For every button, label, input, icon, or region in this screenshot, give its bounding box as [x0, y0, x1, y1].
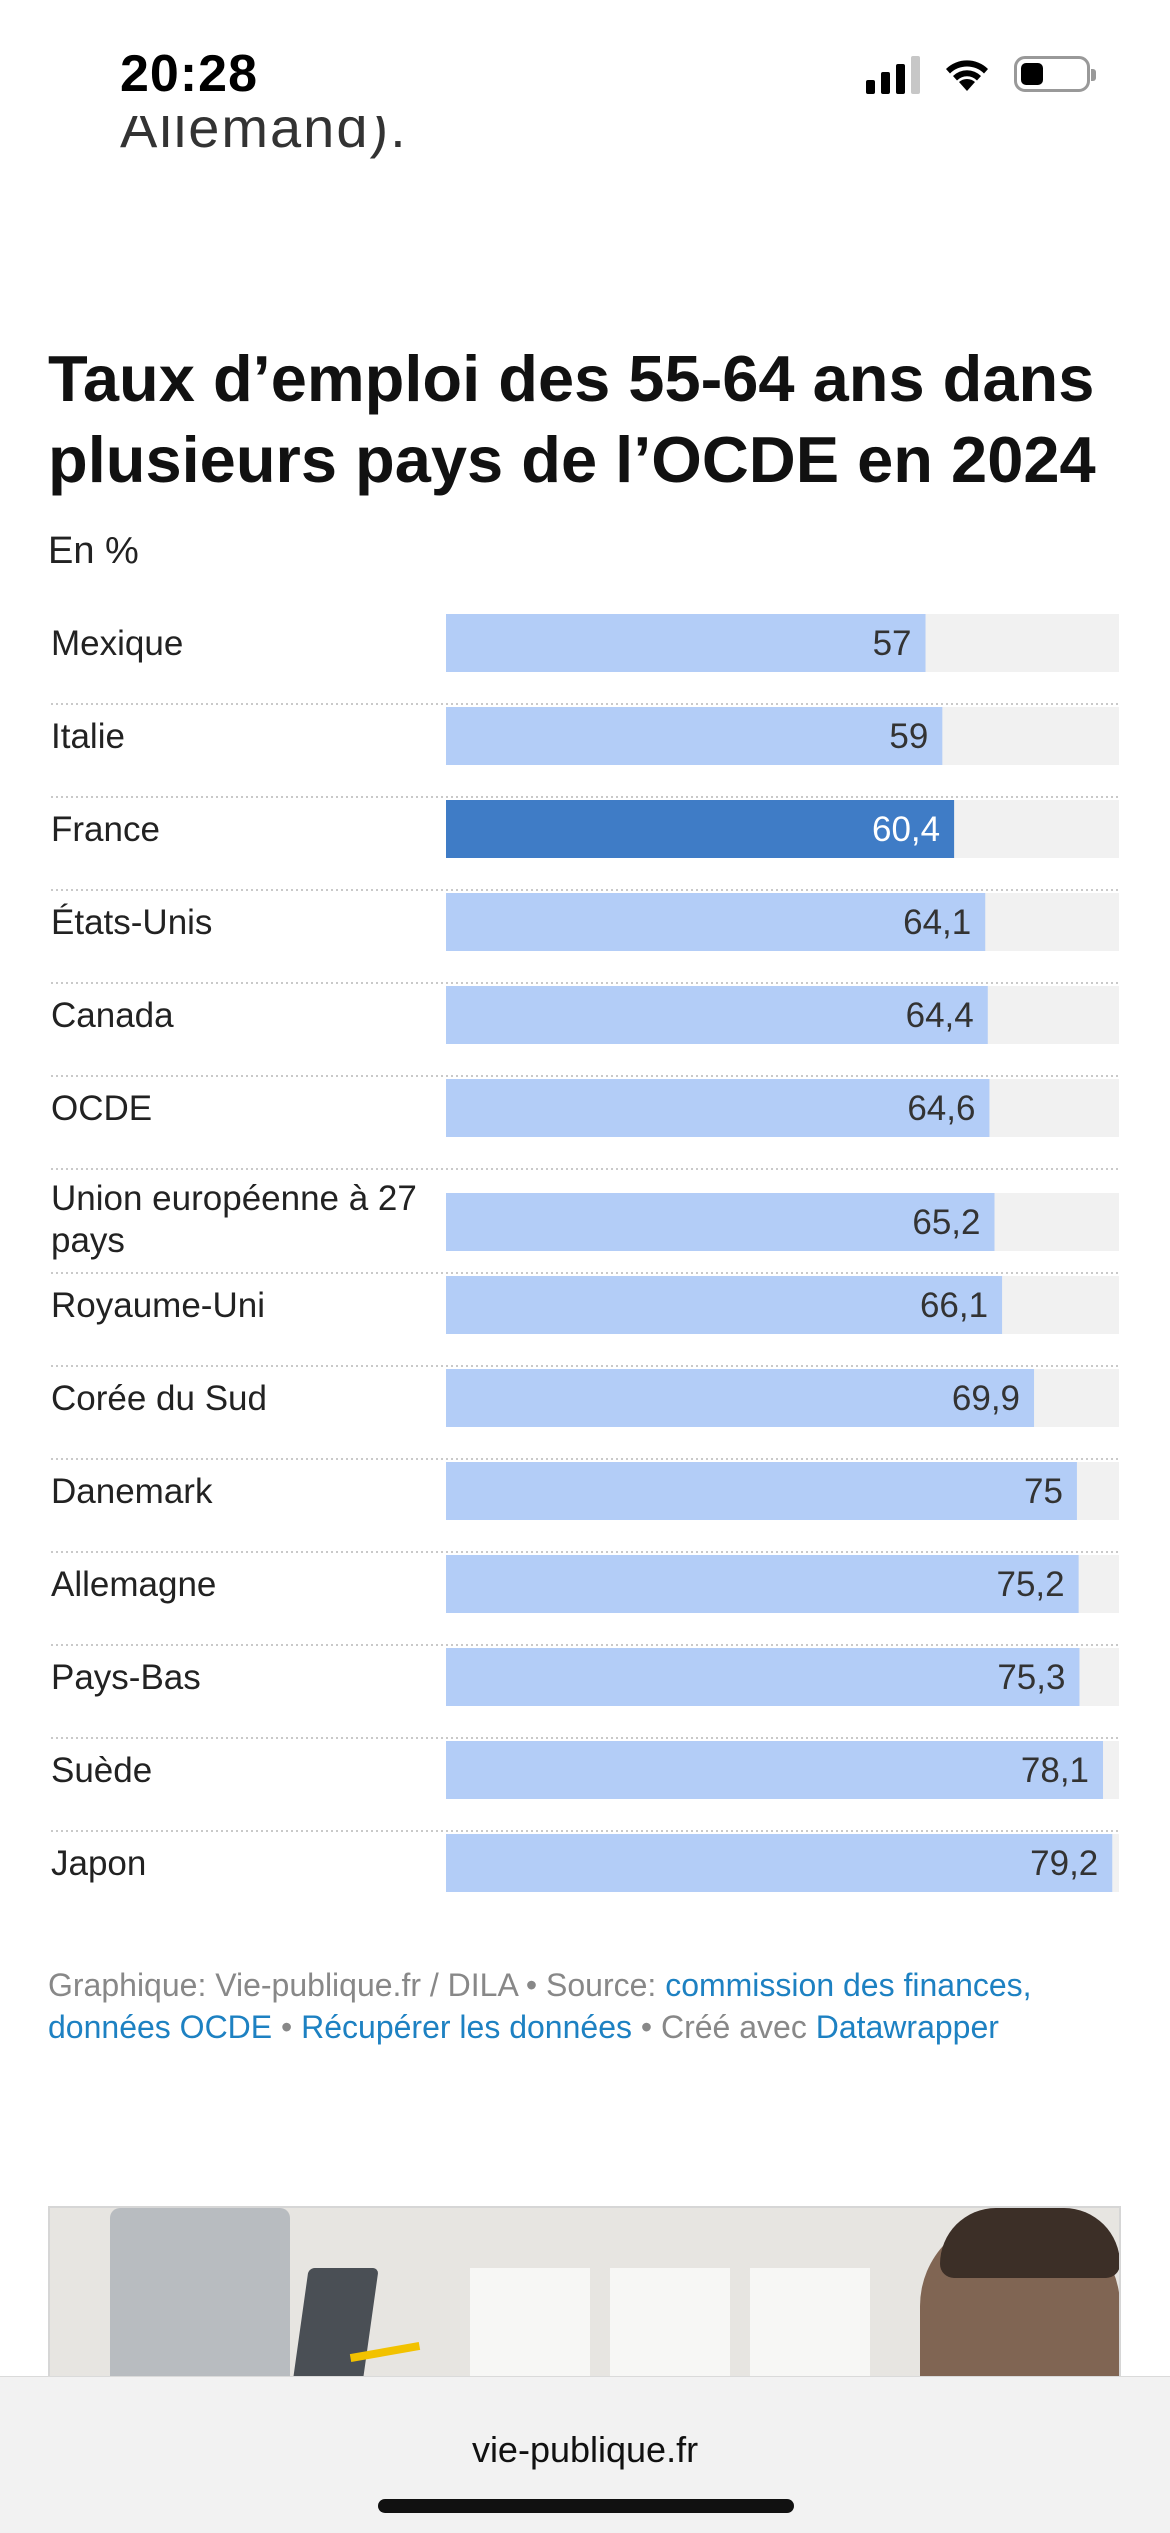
bar-value-label: 78,1 [1021, 1751, 1089, 1790]
category-label: Allemagne [51, 1565, 216, 1604]
source-prefix: Graphique: Vie-publique.fr / DILA • Sour… [48, 1967, 666, 2003]
source-separator: • [272, 2009, 302, 2045]
previous-paragraph-text: Allemand). [120, 116, 408, 159]
bar-value-label: 69,9 [952, 1379, 1020, 1418]
bar-9[interactable] [446, 1462, 1077, 1520]
created-with-text: • Créé avec [631, 2009, 816, 2045]
bar-2[interactable] [446, 800, 955, 858]
bar-11[interactable] [446, 1648, 1080, 1706]
category-label: Danemark [51, 1472, 213, 1511]
category-label: Corée du Sud [51, 1379, 267, 1418]
chart-title: Taux d’emploi des 55-64 ans dans plusieu… [48, 342, 1096, 496]
bar-value-label: 75,2 [996, 1565, 1064, 1604]
cellular-signal-icon [866, 54, 920, 94]
bar-value-label: 65,2 [912, 1203, 980, 1242]
bar-4[interactable] [446, 986, 988, 1044]
battery-level-fill [1021, 63, 1043, 85]
category-label: OCDE [51, 1089, 152, 1128]
download-data-link[interactable]: Récupérer les données [301, 2009, 632, 2045]
bar-5[interactable] [446, 1079, 990, 1137]
bar-12[interactable] [446, 1741, 1104, 1799]
chart-subtitle: En % [48, 530, 139, 572]
bar-6[interactable] [446, 1193, 995, 1251]
chart-source-note: Graphique: Vie-publique.fr / DILA • Sour… [48, 1964, 1128, 2048]
category-label: Canada [51, 996, 174, 1035]
category-label: France [51, 810, 160, 849]
bar-value-label: 64,4 [906, 996, 974, 1035]
bar-1[interactable] [446, 707, 943, 765]
category-label: Suède [51, 1751, 152, 1790]
bar-chart: 57 Mexique 59 Italie 60,4 France 64,1 États-Uni… [51, 614, 1119, 1892]
bar-value-label: 57 [873, 624, 912, 663]
article-photo[interactable] [48, 2206, 1121, 2390]
browser-address-bar[interactable]: vie-publique.fr [0, 2376, 1170, 2533]
datawrapper-link[interactable]: Datawrapper [815, 2009, 999, 2045]
source-link[interactable]: commission des finances, données OCDE [48, 1967, 1032, 2045]
category-label: Mexique [51, 624, 183, 663]
bar-value-label: 64,1 [903, 903, 971, 942]
bar-0[interactable] [446, 614, 926, 672]
bar-value-label: 75,3 [997, 1658, 1065, 1697]
category-label: États-Unis [51, 903, 212, 942]
home-indicator[interactable] [378, 2499, 794, 2513]
bar-10[interactable] [446, 1555, 1079, 1613]
battery-icon [1014, 56, 1096, 92]
category-label: Union européenne à 27 pays [51, 1179, 417, 1260]
bar-value-label: 64,6 [907, 1089, 975, 1128]
status-icons [866, 54, 1096, 94]
status-time: 20:28 [120, 45, 258, 103]
wifi-icon [946, 60, 988, 91]
category-label: Italie [51, 717, 125, 756]
bar-13[interactable] [446, 1834, 1113, 1892]
address-bar-url[interactable]: vie-publique.fr [471, 2429, 699, 2470]
bar-value-label: 75 [1024, 1472, 1063, 1511]
bar-3[interactable] [446, 893, 986, 951]
bar-value-label: 79,2 [1030, 1844, 1098, 1883]
category-label: Japon [51, 1844, 146, 1883]
bar-value-label: 60,4 [872, 810, 940, 849]
category-label: Pays-Bas [51, 1658, 201, 1697]
bar-value-label: 59 [889, 717, 928, 756]
bar-8[interactable] [446, 1369, 1035, 1427]
status-bar: 20:28 [0, 0, 1170, 150]
bar-7[interactable] [446, 1276, 1003, 1334]
category-label: Royaume-Uni [51, 1286, 265, 1325]
bar-value-label: 66,1 [920, 1286, 988, 1325]
